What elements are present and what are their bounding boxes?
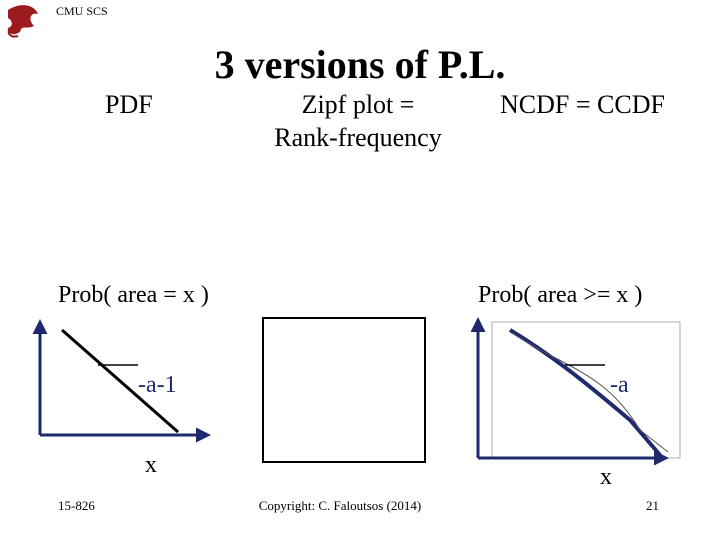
title: 3 versions of P.L.: [215, 42, 506, 87]
column-label: Zipf plot =: [302, 90, 415, 119]
footer-copyright: Copyright: C. Faloutsos (2014): [259, 498, 422, 513]
slope-label: -a: [610, 372, 629, 398]
panel-label: Prob( area >= x ): [478, 282, 642, 308]
column-label: NCDF = CCDF: [500, 90, 665, 119]
slope-label: -a-1: [138, 372, 177, 398]
panel-label: Prob( area = x ): [58, 282, 209, 308]
footer-page: 21: [646, 498, 659, 513]
brand: CMU SCS: [56, 4, 108, 18]
footer-course: 15-826: [58, 498, 95, 513]
pdf-plot: [32, 319, 211, 443]
column-label: Rank-frequency: [274, 123, 441, 152]
zipf-box: [262, 317, 426, 463]
axis-label: x: [600, 464, 612, 490]
axis-label: x: [145, 452, 157, 478]
ccdf-plot: [470, 317, 681, 466]
column-label: PDF: [105, 90, 153, 119]
logo: [7, 5, 38, 38]
